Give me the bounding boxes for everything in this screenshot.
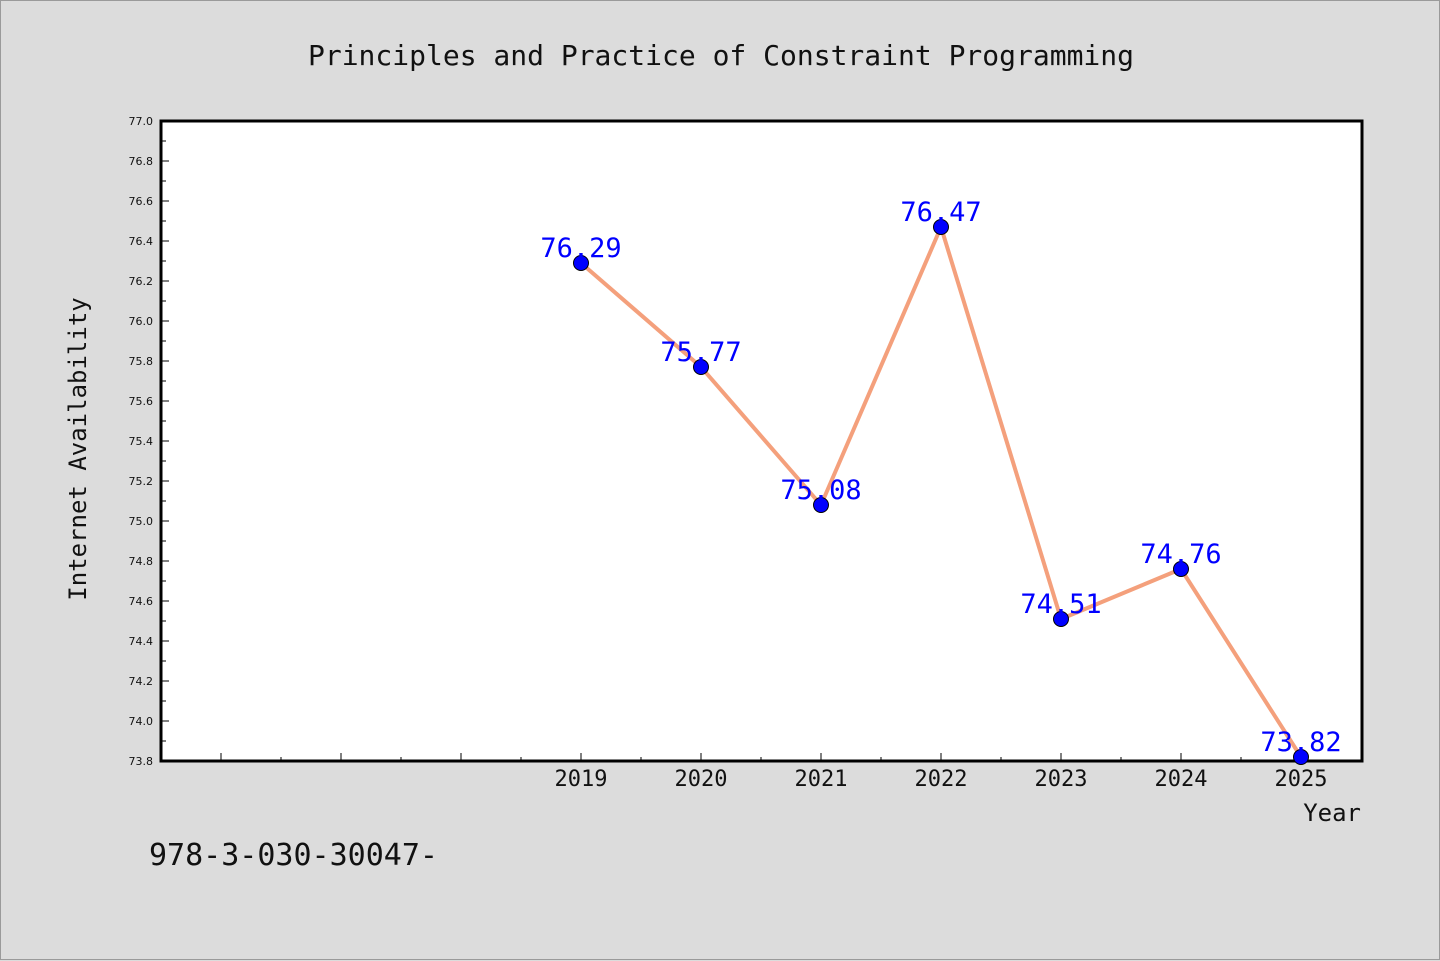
data-point — [1173, 561, 1189, 577]
x-axis-label: Year — [1303, 799, 1361, 827]
x-tick-label: 2019 — [555, 767, 608, 792]
data-point — [693, 359, 709, 375]
y-tick-label: 75.2 — [129, 475, 154, 488]
data-point — [813, 497, 829, 513]
y-tick-label: 74.6 — [129, 595, 154, 608]
series-layer: 76.29 75.77 75.08 76.47 74.51 74.76 73.82 — [540, 197, 1342, 765]
data-label: 73.82 — [1260, 727, 1341, 758]
y-tick-label: 76.6 — [129, 195, 154, 208]
x-tick-label: 2025 — [1275, 767, 1328, 792]
y-tick-label: 75.0 — [129, 515, 154, 528]
x-tick-label: 2023 — [1035, 767, 1088, 792]
x-tick-label: 2021 — [795, 767, 848, 792]
y-tick-label: 73.8 — [129, 755, 154, 768]
data-point — [933, 219, 949, 235]
data-label: 74.51 — [1020, 589, 1101, 620]
y-tick-label: 76.8 — [129, 155, 154, 168]
footer-code: 978-3-030-30047- — [149, 838, 438, 873]
y-axis: 73.8 74.0 74.2 74.4 74.6 74.8 75.0 75.2 75.4 75.6… — [129, 115, 169, 768]
data-label: 74.76 — [1140, 539, 1221, 570]
data-point — [573, 255, 589, 271]
y-tick-label: 76.0 — [129, 315, 154, 328]
x-tick-label: 2022 — [915, 767, 968, 792]
y-tick-label: 74.0 — [129, 715, 154, 728]
plot-area — [159, 119, 1364, 763]
y-tick-label: 74.2 — [129, 675, 154, 688]
y-axis-label: Internet Availability — [64, 297, 92, 600]
data-label: 75.08 — [780, 475, 861, 506]
x-tick-label: 2024 — [1155, 767, 1208, 792]
y-tick-label: 76.2 — [129, 275, 154, 288]
chart-title: Principles and Practice of Constraint Pr… — [308, 39, 1134, 72]
y-tick-label: 75.6 — [129, 395, 154, 408]
data-label: 76.47 — [900, 197, 981, 228]
y-tick-label: 75.8 — [129, 355, 154, 368]
data-label: 76.29 — [540, 233, 621, 264]
y-tick-label: 77.0 — [129, 115, 154, 128]
x-axis: 2019 2020 2021 2022 2023 2024 2025 — [220, 753, 1328, 792]
x-tick-label: 2020 — [675, 767, 728, 792]
y-tick-label: 74.4 — [129, 635, 154, 648]
y-tick-label: 75.4 — [129, 435, 154, 448]
data-point — [1053, 611, 1069, 627]
y-tick-label: 76.4 — [129, 235, 154, 248]
y-tick-label: 74.8 — [129, 555, 154, 568]
data-point — [1293, 749, 1309, 765]
data-label: 75.77 — [660, 337, 741, 368]
